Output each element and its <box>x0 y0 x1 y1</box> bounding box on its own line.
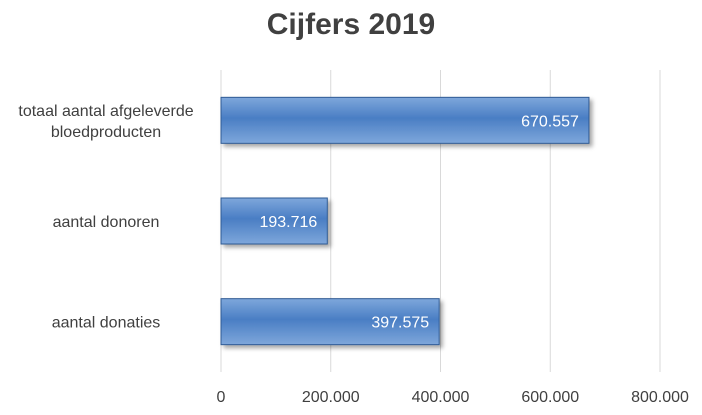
x-tick-label: 600.000 <box>521 389 579 406</box>
x-tick-label: 200.000 <box>302 389 360 406</box>
data-label: 670.557 <box>521 113 579 130</box>
bar <box>220 96 590 144</box>
bar <box>220 197 328 245</box>
x-tick-label: 800.000 <box>631 389 689 406</box>
bar <box>220 298 440 346</box>
category-label: totaal aantal afgeleverde bloedproducten <box>18 103 193 141</box>
data-label: 193.716 <box>259 214 317 231</box>
x-tick-label: 0 <box>217 389 226 406</box>
category-label: aantal donoren <box>53 214 160 231</box>
chart-title: Cijfers 2019 <box>266 8 436 41</box>
data-label: 397.575 <box>371 315 429 332</box>
x-tick-label: 400.000 <box>412 389 470 406</box>
category-label: aantal donaties <box>52 315 161 332</box>
